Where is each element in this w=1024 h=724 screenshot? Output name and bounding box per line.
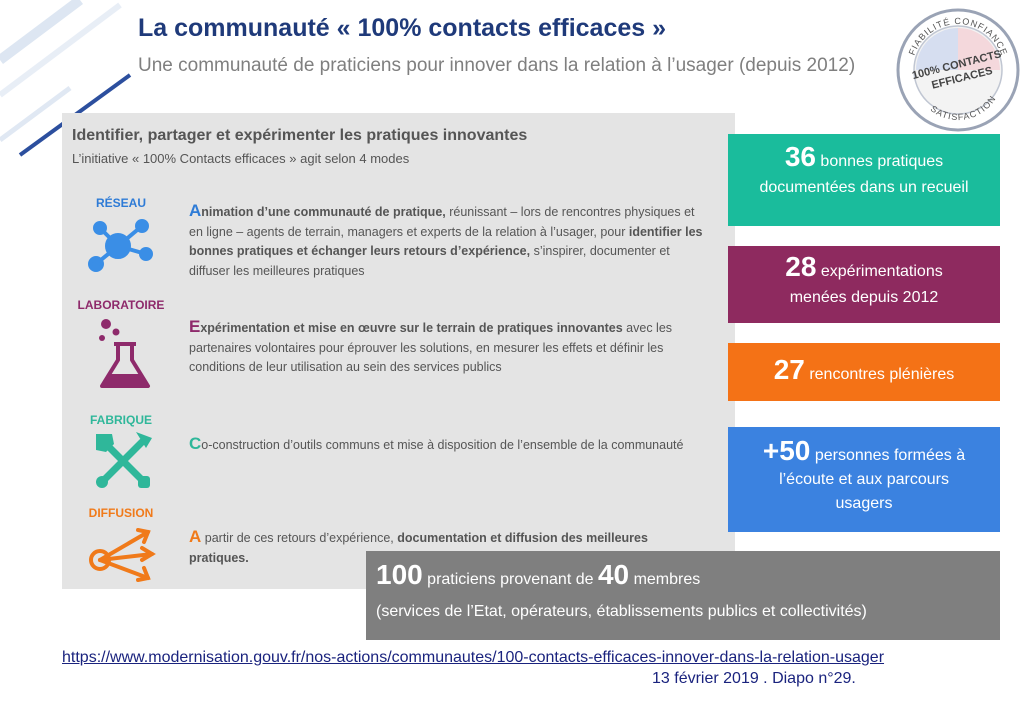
seal-logo: FIABILITÉ CONFIANCE SATISFACTION 100% CO… [894,6,1022,134]
stat-rencontres: 27 rencontres plénières [728,343,1000,401]
source-link[interactable]: https://www.modernisation.gouv.fr/nos-ac… [62,649,885,666]
panel-title: Identifier, partager et expérimenter les… [72,127,528,144]
broadcast-icon [86,524,158,591]
panel-intro: L’initiative « 100% Contacts efficaces »… [72,151,410,166]
tools-icon [92,430,154,497]
mode-label-diffusion: DIFFUSION [88,506,154,520]
mode-text-laboratoire: Expérimentation et mise en œuvre sur le … [189,317,673,374]
page-title: La communauté « 100% contacts efficaces … [138,14,667,42]
members-box: 100 praticiens provenant de 40 membres (… [366,551,1000,640]
mode-text-diffusion: A partir de ces retours d’expérience, do… [189,527,648,565]
modes-panel [62,113,735,589]
stat-bonnes-pratiques: 36 bonnes pratiques documentées dans un … [728,134,1000,226]
network-icon [86,214,156,281]
mode-label-reseau: RÉSEAU [95,196,146,210]
mode-text-reseau: Animation d’une communauté de pratique, … [189,201,703,278]
mode-text-fabrique: Co-construction d’outils communs et mise… [189,434,684,453]
mode-label-fabrique: FABRIQUE [89,413,152,427]
page-subtitle: Une communauté de praticiens pour innove… [138,55,856,76]
stat-personnes-formees: +50 personnes formées à l’écoute et aux … [728,427,1000,532]
slide-info: 13 février 2019 . Diapo n°29. [652,670,856,687]
flask-icon [94,316,154,397]
stat-experimentations: 28 expérimentations menées depuis 2012 [728,246,1000,323]
mode-label-laboratoire: LABORATOIRE [77,298,165,312]
